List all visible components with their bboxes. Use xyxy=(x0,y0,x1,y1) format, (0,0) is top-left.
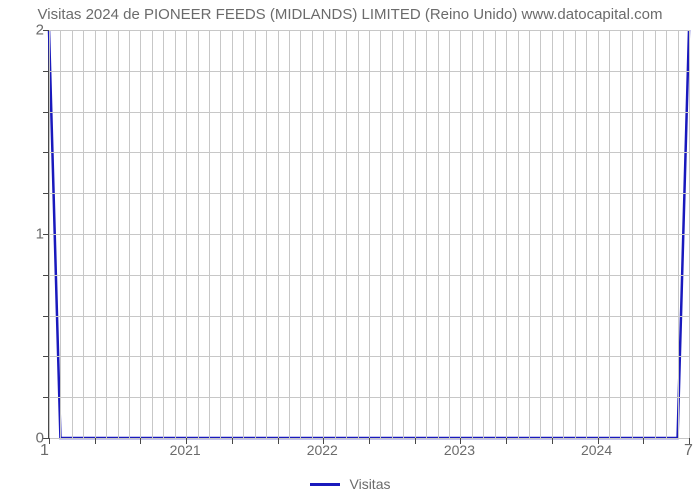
grid-line-v-minor xyxy=(403,30,404,438)
x-tick xyxy=(506,438,507,444)
grid-line-v xyxy=(506,30,507,438)
legend-label: Visitas xyxy=(350,476,391,492)
grid-line-v-minor xyxy=(438,30,439,438)
grid-line-v-minor xyxy=(358,30,359,438)
x-tick xyxy=(49,438,50,444)
grid-line-v-minor xyxy=(575,30,576,438)
grid-line-v-minor xyxy=(380,30,381,438)
x-tick xyxy=(95,438,96,444)
grid-line-v xyxy=(49,30,50,438)
grid-line-v xyxy=(369,30,370,438)
grid-line-v xyxy=(460,30,461,438)
grid-line-v-minor xyxy=(540,30,541,438)
plot-area xyxy=(48,30,689,439)
chart-title: Visitas 2024 de PIONEER FEEDS (MIDLANDS)… xyxy=(0,6,700,23)
x-tick xyxy=(278,438,279,444)
grid-line-v-minor xyxy=(289,30,290,438)
grid-line-v-minor xyxy=(118,30,119,438)
grid-line-v-minor xyxy=(563,30,564,438)
grid-line-v xyxy=(186,30,187,438)
grid-line-v xyxy=(689,30,690,438)
grid-line-v-minor xyxy=(72,30,73,438)
grid-line-v-minor xyxy=(129,30,130,438)
grid-line-v-minor xyxy=(632,30,633,438)
legend-item-visitas: Visitas xyxy=(310,476,391,492)
grid-line-v-minor xyxy=(266,30,267,438)
grid-line-v xyxy=(415,30,416,438)
grid-line-v xyxy=(552,30,553,438)
grid-line-v-minor xyxy=(209,30,210,438)
x-axis-year-label: 2021 xyxy=(170,442,201,458)
x-tick xyxy=(369,438,370,444)
grid-line-v-minor xyxy=(152,30,153,438)
grid-line-v xyxy=(278,30,279,438)
grid-line-v-minor xyxy=(346,30,347,438)
grid-line-v-minor xyxy=(255,30,256,438)
grid-line-v-minor xyxy=(243,30,244,438)
x-axis-end-label: 7 xyxy=(684,442,693,460)
legend: Visitas xyxy=(0,473,700,493)
y-axis-label: 1 xyxy=(14,226,44,243)
x-tick xyxy=(415,438,416,444)
grid-line-v xyxy=(598,30,599,438)
grid-line-v-minor xyxy=(426,30,427,438)
grid-line-v-minor xyxy=(483,30,484,438)
legend-swatch xyxy=(310,483,340,486)
grid-line-v-minor xyxy=(175,30,176,438)
grid-line-v-minor xyxy=(198,30,199,438)
x-tick xyxy=(552,438,553,444)
grid-line-v xyxy=(140,30,141,438)
grid-line-v-minor xyxy=(620,30,621,438)
grid-line-v-minor xyxy=(518,30,519,438)
grid-line-v xyxy=(232,30,233,438)
grid-line-v-minor xyxy=(586,30,587,438)
grid-line-v-minor xyxy=(392,30,393,438)
chart-container: Visitas 2024 de PIONEER FEEDS (MIDLANDS)… xyxy=(0,0,700,500)
grid-line-v-minor xyxy=(300,30,301,438)
x-tick xyxy=(643,438,644,444)
x-tick xyxy=(140,438,141,444)
x-axis-year-label: 2022 xyxy=(307,442,338,458)
grid-line-v-minor xyxy=(335,30,336,438)
grid-line-v-minor xyxy=(220,30,221,438)
grid-line-v-minor xyxy=(312,30,313,438)
grid-line-v-minor xyxy=(449,30,450,438)
grid-line-v-minor xyxy=(666,30,667,438)
grid-line-v-minor xyxy=(60,30,61,438)
x-axis-year-label: 2024 xyxy=(581,442,612,458)
grid-line-v xyxy=(95,30,96,438)
grid-line-v-minor xyxy=(655,30,656,438)
grid-line-v-minor xyxy=(495,30,496,438)
grid-line-v-minor xyxy=(609,30,610,438)
x-axis-end-label: 1 xyxy=(40,442,49,460)
x-tick xyxy=(232,438,233,444)
x-axis-year-label: 2023 xyxy=(444,442,475,458)
grid-line-v-minor xyxy=(472,30,473,438)
grid-line-v xyxy=(643,30,644,438)
y-axis-label: 2 xyxy=(14,22,44,39)
grid-line-v-minor xyxy=(678,30,679,438)
grid-line-v-minor xyxy=(106,30,107,438)
grid-line-v-minor xyxy=(163,30,164,438)
grid-line-v-minor xyxy=(529,30,530,438)
grid-line-v xyxy=(323,30,324,438)
grid-line-v-minor xyxy=(83,30,84,438)
